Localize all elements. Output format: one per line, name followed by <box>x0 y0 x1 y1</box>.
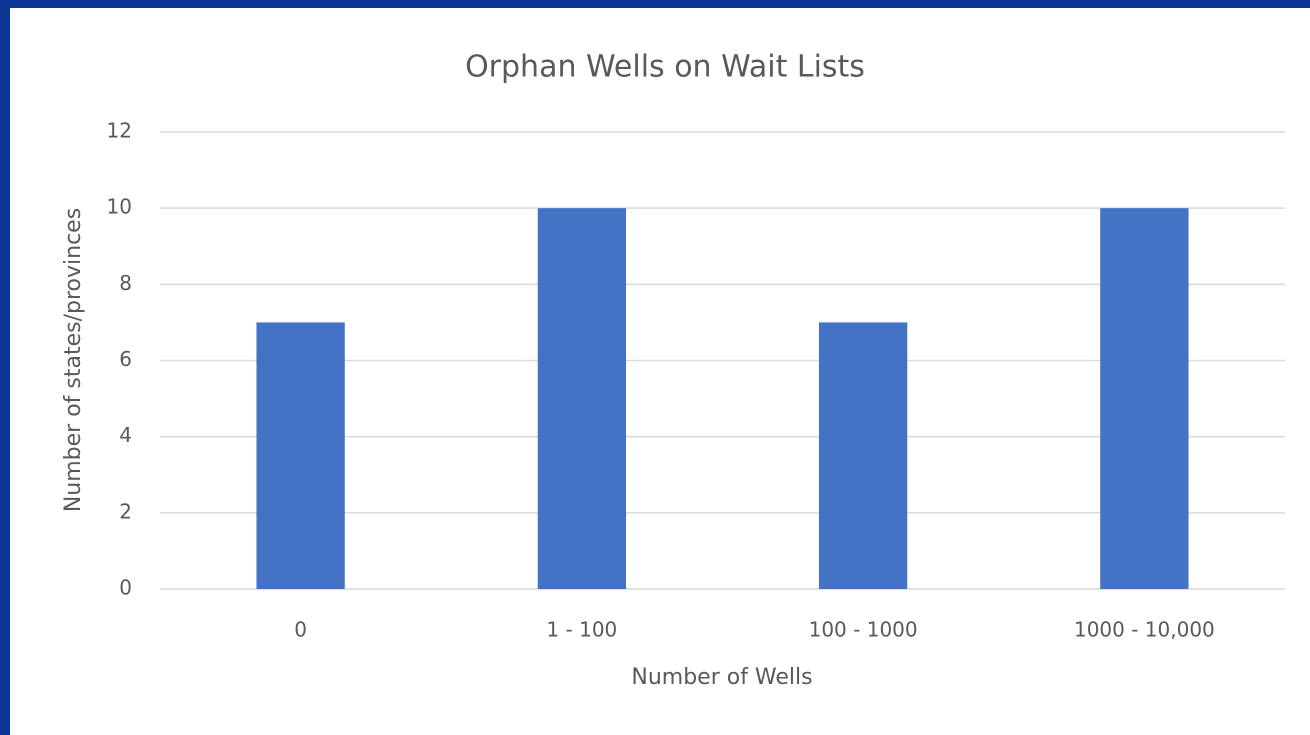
bar <box>818 322 908 589</box>
y-tick-label: 0 <box>119 576 132 600</box>
chart-title: Orphan Wells on Wait Lists <box>465 50 865 85</box>
x-tick-label: 0 <box>294 618 307 642</box>
y-tick-label: 4 <box>119 423 132 447</box>
y-tick-label: 6 <box>119 347 132 371</box>
y-axis-label: Number of states/provinces <box>61 208 86 512</box>
bar <box>256 322 345 589</box>
x-tick-label: 100 - 1000 <box>809 618 918 642</box>
x-tick-label: 1000 - 10,000 <box>1074 618 1215 642</box>
bar <box>537 208 627 589</box>
y-tick-label: 8 <box>119 271 132 295</box>
x-axis-label: Number of Wells <box>631 665 812 690</box>
chart-area <box>10 8 1310 735</box>
y-tick-label: 10 <box>107 195 132 219</box>
y-tick-label: 2 <box>119 499 132 523</box>
x-tick-label: 1 - 100 <box>546 618 617 642</box>
bar <box>1100 208 1189 589</box>
y-tick-label: 12 <box>107 119 132 143</box>
